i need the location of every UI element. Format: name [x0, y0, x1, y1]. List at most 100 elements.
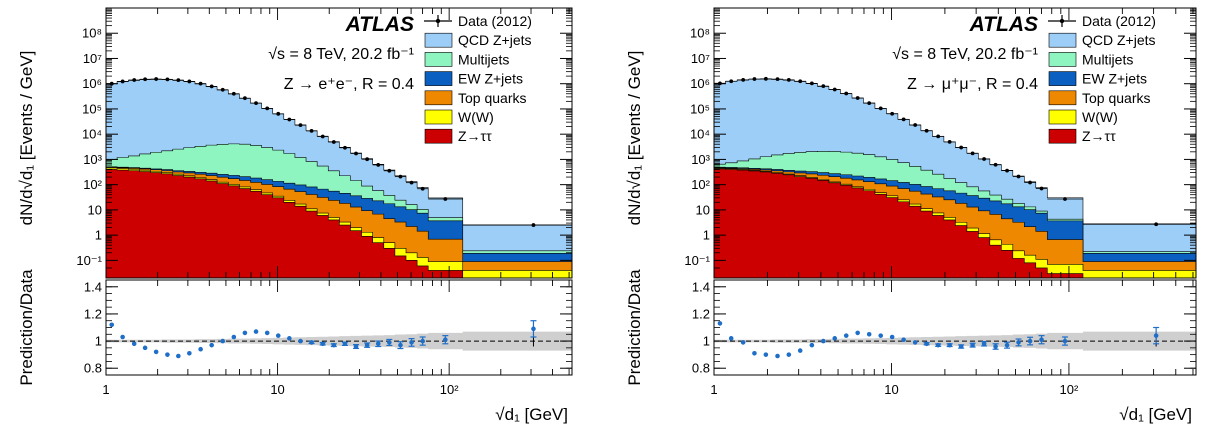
ratio-point: [728, 336, 734, 341]
ratio-point: [843, 333, 849, 338]
atlas-label: ATLAS: [969, 13, 1038, 36]
y-tick-label: 10: [696, 202, 710, 217]
y-tick-label: 10²: [83, 177, 102, 192]
ratio-point: [786, 352, 792, 357]
legend-data-marker: [1059, 18, 1065, 24]
ratio-point: [165, 352, 170, 357]
x-tick-label: 1: [710, 382, 717, 397]
data-point: [729, 79, 734, 84]
ratio-point: [1153, 333, 1159, 338]
data-point: [320, 134, 325, 139]
legend-entry: W(W): [458, 109, 494, 125]
data-point: [993, 162, 998, 167]
data-point: [154, 77, 159, 81]
data-point: [1016, 174, 1021, 179]
ratio-point: [797, 348, 803, 353]
ratio-point: [187, 350, 192, 356]
channel-label: Z → e⁺e⁻, R = 0.4: [284, 76, 414, 93]
ratio-point: [970, 342, 975, 348]
data-point: [741, 77, 746, 82]
legend-swatch: [1048, 109, 1077, 125]
stacked-histogram: [714, 78, 1196, 278]
data-point: [1005, 168, 1009, 173]
x-tick-label: 10²: [440, 382, 459, 397]
data-points: [714, 76, 1196, 227]
data-point: [309, 128, 314, 133]
legend-entry: Data (2012): [1082, 13, 1156, 29]
ratio-point: [821, 338, 826, 344]
ratio-point: [264, 330, 270, 336]
data-point: [809, 81, 814, 86]
ratio-point: [353, 344, 359, 349]
ratio-point: [878, 333, 884, 338]
x-axis-label: √d₁ [GeV]: [495, 405, 568, 424]
data-point: [878, 106, 883, 111]
ratio-point: [342, 341, 348, 347]
energy-luminosity-label: √s = 8 TeV, 20.2 fb⁻¹: [892, 46, 1038, 63]
ratio-point: [775, 353, 780, 359]
y-tick-label: 10⁻¹: [76, 253, 102, 268]
ratio-point: [993, 344, 998, 349]
data-point: [220, 87, 225, 92]
ratio-point: [981, 341, 987, 347]
ratio-axis-label: Prediction/Data: [625, 269, 644, 386]
y-tick-label: 10⁷: [691, 51, 710, 66]
data-point: [143, 77, 147, 82]
data-point: [231, 91, 236, 96]
ratio-point: [287, 336, 292, 341]
ratio-point: [958, 344, 964, 349]
data-point: [331, 140, 336, 144]
y-tick-label: 10⁴: [82, 127, 102, 142]
ratio-point: [409, 340, 414, 345]
y-tick-label: 10⁶: [82, 76, 102, 91]
ratio-tick-label: 0.8: [692, 361, 710, 376]
ratio-point: [889, 334, 895, 340]
ratio-point: [855, 330, 860, 336]
legend-swatch: [1048, 71, 1077, 86]
ratio-point: [131, 341, 137, 347]
legend-entry: W(W): [1082, 109, 1118, 125]
data-point: [120, 79, 125, 84]
ratio-point: [443, 337, 448, 343]
ratio-point: [1016, 340, 1021, 345]
x-tick-label: 10: [270, 382, 284, 397]
legend-entry: Z→ττ: [1082, 128, 1116, 144]
legend-swatch: [424, 52, 453, 67]
ratio-tick-label: 1.2: [692, 306, 710, 321]
channel-label: Z → μ⁺μ⁻, R = 0.4: [907, 76, 1038, 93]
ratio-point: [866, 331, 872, 337]
y-axis: 10⁻¹ 1 10 10² 10³ 10⁴ 10⁵ 10⁶ 10⁷ 10⁸: [684, 8, 1196, 269]
ratio-point: [176, 353, 181, 359]
ratio-point: [153, 349, 159, 355]
x-tick-label: 10²: [1060, 382, 1079, 397]
legend-entry: Multijets: [1082, 51, 1133, 67]
data-point: [531, 223, 536, 227]
y-axis: 10⁻¹ 1 10 10² 10³ 10⁴ 10⁵ 10⁶ 10⁷ 10⁸: [76, 8, 572, 269]
data-point: [254, 101, 258, 106]
data-point: [409, 180, 414, 185]
ratio-point: [209, 342, 214, 348]
ratio-plot-frame: [713, 279, 1197, 376]
legend-entry: Multijets: [458, 51, 509, 67]
atlas-label: ATLAS: [345, 13, 414, 36]
data-point: [209, 84, 214, 89]
data-point: [187, 79, 192, 84]
ratio-tick-label: 1.4: [692, 279, 710, 294]
ratio-tick-label: 1: [703, 334, 710, 349]
ratio-point: [763, 352, 769, 357]
ratio-point: [253, 329, 259, 334]
ratio-point: [375, 341, 381, 347]
ratio-point: [531, 326, 536, 332]
y-tick-label: 10⁶: [690, 76, 710, 91]
legend-entry: QCD Z+jets: [458, 32, 532, 48]
ratio-tick-label: 1: [95, 334, 102, 349]
y-tick-label: 10²: [691, 177, 710, 192]
ratio-tick-label: 0.8: [84, 361, 102, 376]
ratio-tick-label: 1.4: [84, 279, 102, 294]
data-point: [443, 197, 448, 201]
data-point: [1154, 222, 1159, 227]
x-tick-label: 1: [102, 382, 109, 397]
ratio-point: [120, 334, 125, 340]
y-tick-label: 10⁵: [690, 101, 710, 116]
